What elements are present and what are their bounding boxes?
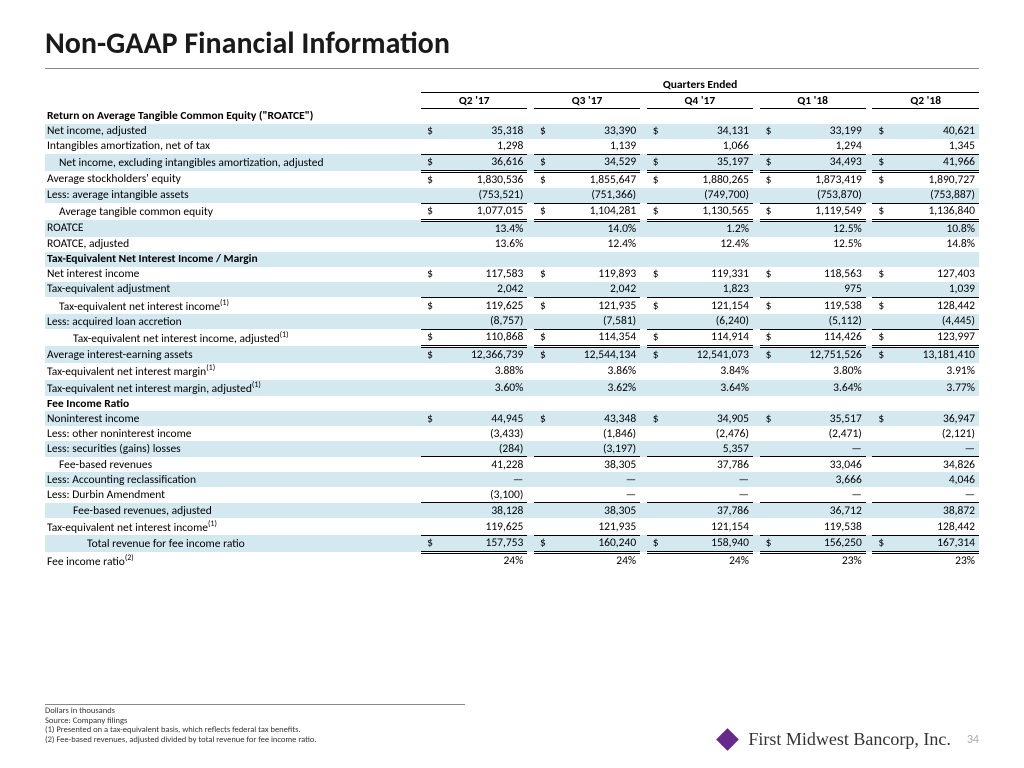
table-row: Return on Average Tangible Common Equity… — [45, 109, 979, 124]
table-row: Less: average intangible assets(753,521)… — [45, 188, 979, 204]
table-row: Noninterest income$44,945$43,348$34,905$… — [45, 411, 979, 426]
table-row: Average interest-earning assets$12,366,7… — [45, 346, 979, 363]
table-row: Net interest income$117,583$119,893$119,… — [45, 267, 979, 282]
table-row: Average stockholders' equity$1,830,536$1… — [45, 171, 979, 188]
table-row: Fee income ratio(2)24%24%24%23%23% — [45, 552, 979, 569]
table-row: Fee-based revenues41,22838,30537,78633,0… — [45, 457, 979, 473]
page-number: 34 — [967, 733, 979, 747]
table-row: Tax-equivalent adjustment2,0422,0421,823… — [45, 282, 979, 298]
table-row: Tax-equivalent net interest income(1)$11… — [45, 297, 979, 314]
company-logo-icon — [718, 730, 738, 750]
page-title: Non-GAAP Financial Information — [45, 25, 979, 69]
table-row: Less: acquired loan accretion(8,757)(7,5… — [45, 314, 979, 330]
table-row: Total revenue for fee income ratio$157,7… — [45, 535, 979, 552]
table-row: Net income, adjusted$35,318$33,390$34,13… — [45, 124, 979, 139]
company-name: First Midwest Bancorp, Inc. — [748, 729, 950, 750]
super-header: Quarters Ended — [421, 77, 979, 93]
table-row: Less: Accounting reclassification———3,66… — [45, 472, 979, 487]
table-row: Tax-Equivalent Net Interest Income / Mar… — [45, 252, 979, 267]
table-row: ROATCE, adjusted13.6%12.4%12.4%12.5%14.8… — [45, 237, 979, 252]
table-row: Intangibles amortization, net of tax1,29… — [45, 139, 979, 155]
table-row: Tax-equivalent net interest margin(1)3.8… — [45, 363, 979, 380]
table-row: Tax-equivalent net interest income(1)119… — [45, 518, 979, 535]
table-row: Less: Durbin Amendment(3,100)———— — [45, 487, 979, 503]
footer-right: First Midwest Bancorp, Inc. 34 — [718, 729, 979, 750]
table-row: Average tangible common equity$1,077,015… — [45, 203, 979, 220]
footnotes: Dollars in thousands Source: Company fil… — [45, 704, 465, 746]
table-row: Fee-based revenues, adjusted38,12838,305… — [45, 503, 979, 519]
column-header-row: Q2 '17 Q3 '17 Q4 '17 Q1 '18 Q2 '18 — [45, 93, 979, 109]
table-row: Fee Income Ratio — [45, 396, 979, 411]
table-row: Tax-equivalent net interest income, adju… — [45, 329, 979, 346]
table-row: Net income, excluding intangibles amorti… — [45, 154, 979, 171]
table-row: Less: other noninterest income(3,433)(1,… — [45, 426, 979, 441]
table-row: Less: securities (gains) losses(284)(3,1… — [45, 441, 979, 457]
table-row: ROATCE13.4%14.0%1.2%12.5%10.8% — [45, 220, 979, 237]
table-row: Tax-equivalent net interest margin, adju… — [45, 380, 979, 397]
financial-table: Quarters Ended Q2 '17 Q3 '17 Q4 '17 Q1 '… — [45, 77, 979, 569]
